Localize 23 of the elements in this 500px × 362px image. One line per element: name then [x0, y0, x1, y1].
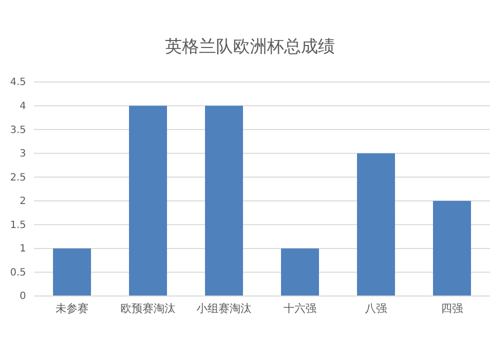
- y-tick-label: 4: [20, 100, 26, 112]
- y-tick-label: 0: [20, 291, 26, 302]
- y-tick-label: 2.5: [10, 172, 26, 184]
- x-tick-label: 欧预赛淘汰: [120, 302, 176, 315]
- bar: [433, 200, 471, 296]
- bar: [281, 248, 319, 296]
- bar: [53, 248, 91, 296]
- y-tick-label: 1: [20, 244, 26, 255]
- x-tick-label: 四强: [441, 302, 463, 315]
- chart-title: 英格兰队欧洲杯总成绩: [165, 37, 335, 57]
- y-tick-label: 4.5: [10, 77, 26, 88]
- y-tick-label: 3: [20, 148, 26, 160]
- y-tick-label: 0.5: [10, 267, 26, 278]
- bar: [129, 106, 167, 296]
- bar: [205, 106, 243, 296]
- x-tick-label: 八强: [365, 302, 387, 315]
- x-tick-label: 十六强: [284, 302, 316, 315]
- x-tick-label: 未参赛: [56, 302, 88, 315]
- y-tick-label: 3.5: [10, 124, 26, 136]
- x-tick-label: 小组赛淘汰: [196, 302, 252, 315]
- y-tick-label: 2: [20, 196, 26, 208]
- bar: [357, 153, 395, 296]
- y-tick-label: 1.5: [10, 220, 26, 231]
